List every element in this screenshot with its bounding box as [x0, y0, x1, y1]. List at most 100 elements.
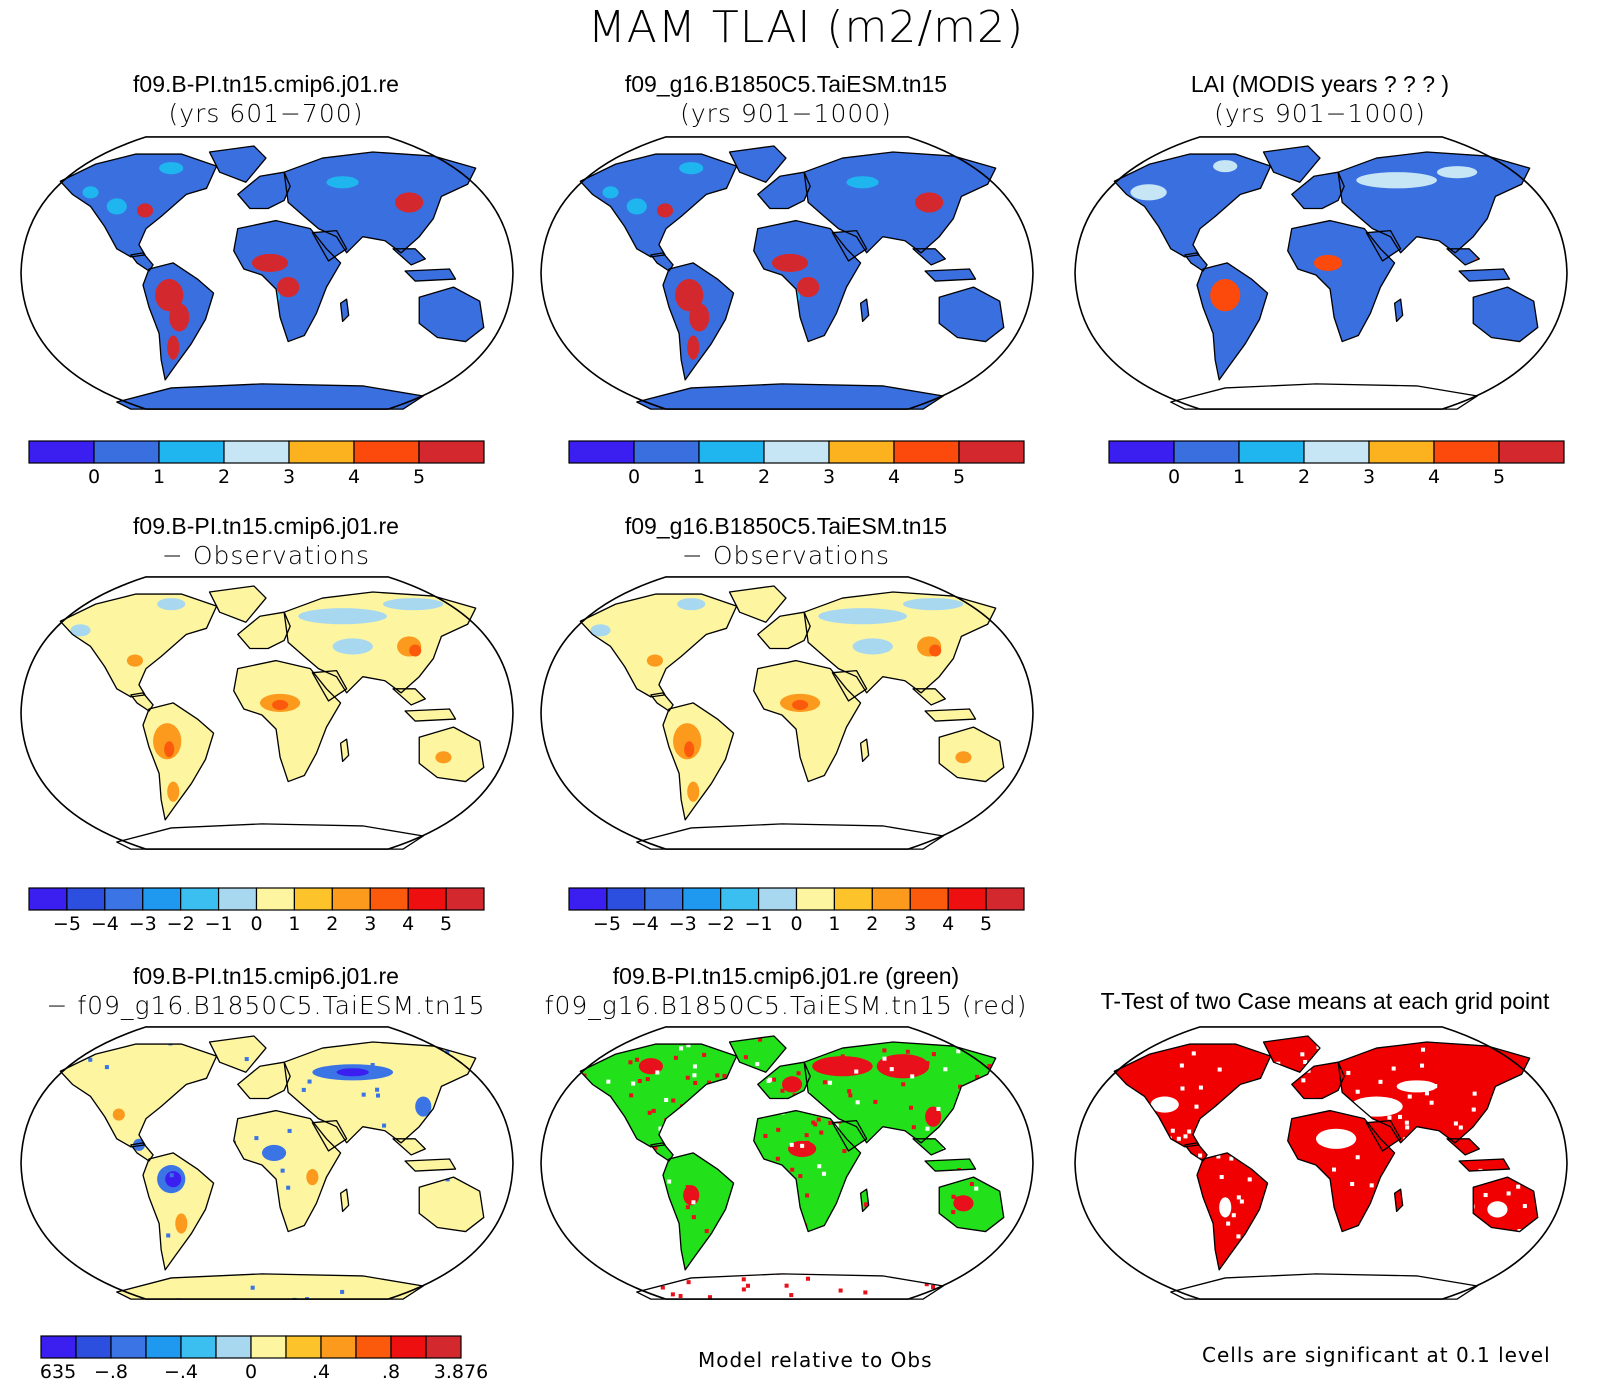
land-north-america [1114, 1044, 1271, 1147]
coast-australia [418, 1176, 485, 1233]
coast-greenland [208, 145, 267, 183]
map-field-region [112, 1108, 125, 1121]
map-field-region [1210, 279, 1241, 312]
map-field-region [677, 598, 706, 611]
colorbar-swatch [145, 1335, 182, 1359]
map-speckle [1018, 1228, 1022, 1232]
map-field-region [638, 1058, 663, 1075]
map-speckle [559, 1284, 563, 1288]
map-speckle [375, 1093, 381, 1098]
map-speckle [692, 1073, 697, 1078]
map-speckle [1216, 1154, 1221, 1159]
map-speckle [1097, 1276, 1101, 1280]
map-speckle [691, 1215, 696, 1220]
land-asia [804, 152, 996, 253]
land-europe [237, 1062, 291, 1099]
map-speckle [452, 1041, 457, 1046]
coast-africa [753, 659, 862, 783]
map-speckle [882, 1285, 887, 1290]
map-speckle [1378, 1079, 1383, 1084]
colorbar-swatch [1173, 440, 1240, 464]
map-panel-7 [540, 1026, 1034, 1300]
land-antarctica [116, 823, 424, 850]
colorbar-panel-1: 0 1 2 3 4 5 [28, 440, 485, 488]
land-indonesia [1459, 268, 1510, 282]
map-speckle [29, 1226, 33, 1230]
land-africa [1287, 220, 1395, 342]
coast-north-america [579, 593, 738, 698]
map-field-region [415, 1096, 432, 1117]
land-north-america [60, 594, 217, 697]
map-speckle [543, 1083, 547, 1087]
colorbar-tick-label: 1 [693, 466, 705, 488]
map-frame [540, 576, 1034, 850]
coast-madagascar [1393, 298, 1404, 323]
map-speckle [686, 1043, 691, 1048]
panel-7-title: f09.B-PI.tn15.cmip6.j01.re (green) [612, 963, 960, 989]
map-speckle [1029, 1053, 1033, 1057]
map-speckle [1011, 1280, 1015, 1284]
coast-australia [418, 286, 485, 343]
land-africa [1287, 1110, 1395, 1232]
land-north-america [580, 594, 737, 697]
map-speckle [1079, 1071, 1083, 1075]
map-speckle [580, 1272, 582, 1277]
map-speckle [1180, 1086, 1185, 1091]
map-speckle [935, 1294, 940, 1299]
colorbar-swatch [142, 887, 182, 911]
colorbar-swatch [568, 440, 635, 464]
map-speckle [1346, 1070, 1351, 1075]
coast-africa [1287, 219, 1396, 343]
colorbar-swatch [355, 1335, 392, 1359]
colorbar-swatch [407, 887, 447, 911]
colorbar-tick-label: 0 [1168, 466, 1180, 488]
land-antarctica [636, 823, 944, 850]
panel-4-subtitle: − Observations [161, 541, 371, 570]
map-speckle [1383, 1110, 1388, 1116]
map-panel-3 [1074, 136, 1568, 410]
colorbar-tick-label: .4 [312, 1361, 330, 1383]
colorbar-panel-3: 0 1 2 3 4 5 [1108, 440, 1565, 488]
colorbar-swatch [871, 887, 911, 911]
coast-southeast-asia [392, 248, 426, 266]
land-central-america [650, 252, 674, 271]
coast-australia [938, 1176, 1005, 1233]
map-speckle [925, 1061, 930, 1066]
map-speckle [169, 1173, 174, 1178]
map-speckle [775, 1156, 780, 1161]
map-field-region [251, 253, 289, 272]
map-speckle [1033, 1125, 1034, 1129]
coastlines [579, 585, 1005, 850]
map-speckle [1016, 1079, 1020, 1083]
map-speckle [598, 1270, 603, 1275]
map-speckle [848, 1093, 853, 1098]
map-speckle [1355, 1089, 1360, 1094]
map-speckle [671, 1098, 676, 1103]
panel-3-title: LAI (MODIS years ? ? ? ) [1190, 71, 1450, 97]
map-speckle [819, 1130, 824, 1135]
colorbar-swatch [93, 440, 160, 464]
map-field-region [136, 203, 154, 218]
map-fill-layer [60, 585, 484, 850]
map-frame [20, 1026, 514, 1300]
land-europe [1291, 172, 1345, 209]
map-speckle [286, 1185, 291, 1190]
map-speckle [692, 1064, 697, 1069]
map-speckle [1226, 1221, 1231, 1226]
map-speckle [1422, 1282, 1427, 1287]
land-indonesia [405, 1158, 456, 1172]
map-speckle [1031, 1228, 1034, 1232]
map-speckle [1319, 1140, 1324, 1145]
coast-africa [233, 219, 342, 343]
map-speckle [1506, 1191, 1511, 1196]
land-central-america [130, 692, 154, 711]
colorbar-swatch [75, 1335, 112, 1359]
colorbar-swatch [217, 887, 258, 911]
map-speckle [760, 1282, 765, 1287]
coast-south-america [662, 702, 735, 821]
map-speckle [655, 1070, 660, 1075]
land-europe [757, 172, 811, 209]
map-field-region [1213, 160, 1238, 173]
map-speckle [1462, 1299, 1466, 1301]
map-speckle [1483, 1193, 1488, 1198]
